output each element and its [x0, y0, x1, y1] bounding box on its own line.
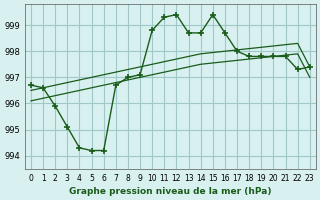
X-axis label: Graphe pression niveau de la mer (hPa): Graphe pression niveau de la mer (hPa): [69, 187, 272, 196]
